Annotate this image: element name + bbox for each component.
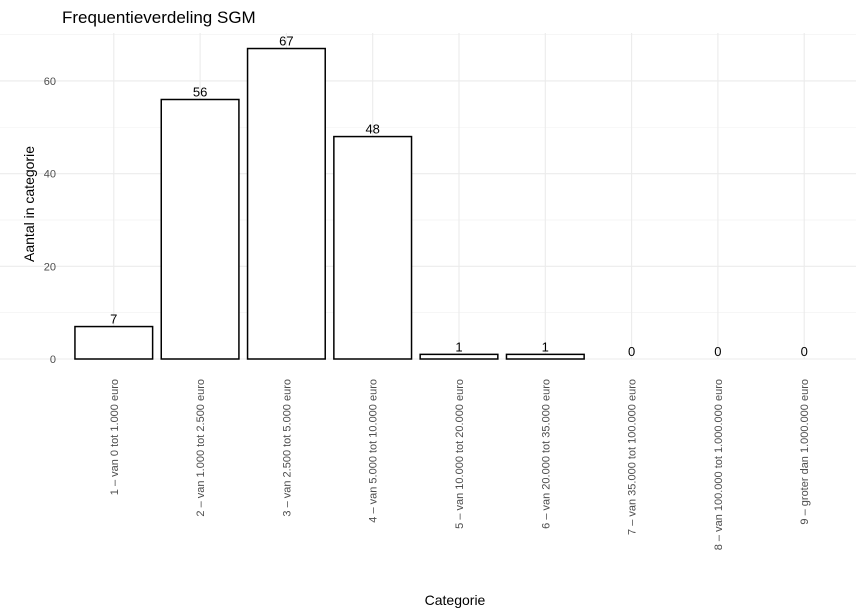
bar-data-label: 0 — [714, 344, 721, 359]
y-axis-title: Aantal in categorie — [21, 146, 37, 262]
grid — [0, 33, 856, 360]
y-tick-label: 60 — [44, 76, 56, 88]
bar — [505, 353, 585, 360]
x-axis-ticks: 1 – van 0 tot 1.000 euro 2 – van 1.000 to… — [109, 379, 811, 550]
x-tick-label: 5 – van 10.000 tot 20.000 euro — [454, 379, 466, 529]
chart-title: Frequentieverdeling SGM — [62, 8, 256, 27]
x-tick-label: 7 – van 35.000 tot 100.000 euro — [627, 379, 639, 535]
bar — [160, 98, 240, 360]
x-tick-label: 4 – van 5.000 tot 10.000 euro — [368, 379, 380, 523]
bar-data-label: 1 — [542, 339, 549, 354]
y-tick-label: 20 — [44, 261, 56, 273]
y-axis-ticks: 0 20 40 60 — [44, 76, 56, 366]
bars — [74, 47, 585, 360]
x-tick-label: 9 – groter dan 1.000.000 euro — [799, 379, 811, 525]
x-tick-label: 3 – van 2.500 tot 5.000 euro — [281, 379, 293, 517]
bar-data-label: 1 — [455, 339, 462, 354]
x-axis-title: Categorie — [425, 592, 486, 608]
bar-data-label: 56 — [193, 84, 207, 99]
data-labels: 7 56 67 48 1 1 0 0 0 — [110, 34, 808, 359]
y-tick-label: 40 — [44, 169, 56, 181]
x-tick-label: 1 – van 0 tot 1.000 euro — [109, 379, 121, 495]
y-tick-label: 0 — [50, 354, 56, 366]
bar-data-label: 0 — [628, 344, 635, 359]
bar-data-label: 7 — [110, 312, 117, 327]
x-tick-label: 8 – van 100.000 tot 1.000.000 euro — [713, 379, 725, 550]
x-tick-label: 6 – van 20.000 tot 35.000 euro — [540, 379, 552, 529]
bar-data-label: 48 — [365, 122, 379, 137]
bar — [419, 353, 499, 360]
bar-data-label: 0 — [801, 344, 808, 359]
bar — [74, 325, 154, 360]
x-tick-label: 2 – van 1.000 tot 2.500 euro — [195, 379, 207, 517]
bar — [246, 47, 326, 360]
bar-data-label: 67 — [279, 34, 293, 49]
bar — [333, 135, 413, 360]
